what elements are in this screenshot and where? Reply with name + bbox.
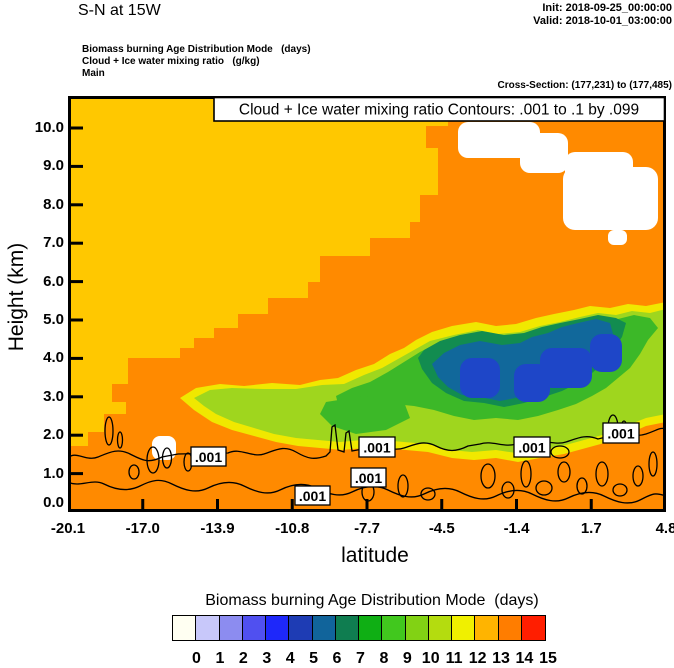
x-tick-label: -10.8 — [275, 520, 310, 537]
colorbar-box — [241, 615, 267, 641]
colorbar-title: Biomass burning Age Distribution Mode (d… — [205, 592, 539, 609]
colorbar-box — [381, 615, 406, 641]
valid-timestamp: Valid: 2018-10-01_03:00:00 — [533, 15, 672, 27]
x-tick-label: -7.7 — [354, 520, 380, 537]
svg-text:.001: .001 — [299, 488, 326, 504]
contour-label-box: .001 — [294, 485, 331, 506]
colorbar-box — [404, 615, 430, 641]
y-axis-title: Height (km) — [5, 242, 28, 352]
y-tick-label: 6.0 — [43, 272, 64, 290]
colorbar-label: 11 — [445, 650, 463, 667]
colorbar-label: 12 — [468, 650, 487, 667]
y-tick-label: 9.0 — [43, 157, 64, 175]
contour-label-box: .001 — [190, 446, 227, 467]
y-tick-label: 10.0 — [34, 119, 64, 136]
colorbar-box — [218, 615, 244, 641]
region-blue-core — [460, 334, 622, 402]
field-fill: Biomass burning Age Distribution Mode (d… — [82, 44, 311, 55]
field-list: Biomass burning Age Distribution Mode (d… — [82, 44, 311, 80]
x-tick-label: -13.9 — [200, 520, 235, 537]
plot-title-box: Cloud + Ice water mixing ratio Contours:… — [213, 96, 666, 122]
colorbar-label: 14 — [515, 650, 534, 667]
x-tick-label: -1.4 — [503, 520, 530, 537]
field-contour: Cloud + Ice water mixing ratio (g/kg) — [82, 56, 260, 67]
region-green-patch — [320, 396, 410, 434]
contour-label-box: .001 — [358, 436, 396, 458]
cross-section-plot: .001 .001 .001 .001 .001 .001 — [68, 96, 666, 512]
colorbar-label: 15 — [539, 650, 557, 667]
colorbar-label: 13 — [492, 650, 510, 667]
colorbar-label: 8 — [379, 650, 389, 667]
contour-value-labels: .001 .001 .001 .001 .001 .001 — [190, 422, 640, 506]
y-tick-label: 2.0 — [43, 426, 64, 444]
colorbar-label: 7 — [355, 650, 365, 667]
x-tick-label: -20.1 — [50, 520, 86, 537]
svg-text:.001: .001 — [518, 440, 545, 456]
y-tick-label: 5.0 — [43, 311, 64, 328]
contour-label-box: .001 — [513, 436, 551, 458]
colorbar-box — [497, 615, 523, 641]
contour-label-box: .001 — [350, 467, 387, 488]
colorbar-label: 3 — [262, 650, 272, 667]
svg-text:.001: .001 — [195, 449, 222, 465]
colorbar-box — [311, 615, 337, 641]
svg-text:.001: .001 — [355, 470, 382, 486]
cross-section-label: Cross-Section: (177,231) to (177,485) — [497, 80, 672, 91]
region-amber — [68, 96, 448, 446]
page-title: S-N at 15W — [78, 2, 161, 19]
colorbar-box — [427, 615, 453, 641]
colorbar-label: 0 — [192, 650, 201, 667]
colorbar-box — [451, 615, 476, 641]
x-axis-title: latitude — [341, 544, 409, 567]
plot-title-text: Cloud + Ice water mixing ratio Contours:… — [239, 102, 639, 119]
colorbar-label: 10 — [421, 650, 440, 667]
y-tick-label: 7.0 — [43, 234, 64, 252]
colorbar-label: 4 — [285, 650, 295, 667]
colorbar-label: 9 — [402, 650, 412, 667]
y-tick-label: 8.0 — [43, 195, 64, 213]
x-tick-label: -4.5 — [428, 520, 455, 537]
colorbar-label: 6 — [332, 650, 342, 667]
region-white-clouds — [458, 122, 658, 245]
svg-text:.001: .001 — [607, 426, 634, 442]
colorbar-box — [195, 615, 220, 641]
contour-label-box: .001 — [602, 422, 640, 444]
colorbar-label: 2 — [238, 650, 248, 667]
y-tick-label: 0.0 — [43, 494, 64, 511]
y-tick-label: 4.0 — [43, 349, 64, 367]
colorbar-box — [474, 615, 499, 641]
field-domain: Main — [82, 68, 105, 79]
y-tick-label: 3.0 — [43, 387, 64, 405]
x-tick-label: -17.0 — [125, 520, 160, 537]
colorbar-label: 1 — [215, 650, 225, 667]
colorbar-box — [520, 615, 546, 641]
colorbar-box — [172, 615, 197, 641]
colorbar-box — [265, 615, 290, 641]
colorbar-box — [288, 615, 313, 641]
x-tick-label: 4.8 — [655, 520, 674, 537]
colorbar-label: 5 — [309, 650, 319, 667]
colorbar-box — [358, 615, 383, 641]
x-tick-label: 1.7 — [580, 520, 602, 537]
colorbar — [172, 615, 546, 641]
colorbar-box — [334, 615, 360, 641]
init-timestamp: Init: 2018-09-25_00:00:00 — [542, 2, 672, 14]
svg-text:.001: .001 — [363, 440, 390, 456]
axis-ticks — [68, 126, 593, 512]
y-tick-label: 1.0 — [43, 464, 64, 482]
